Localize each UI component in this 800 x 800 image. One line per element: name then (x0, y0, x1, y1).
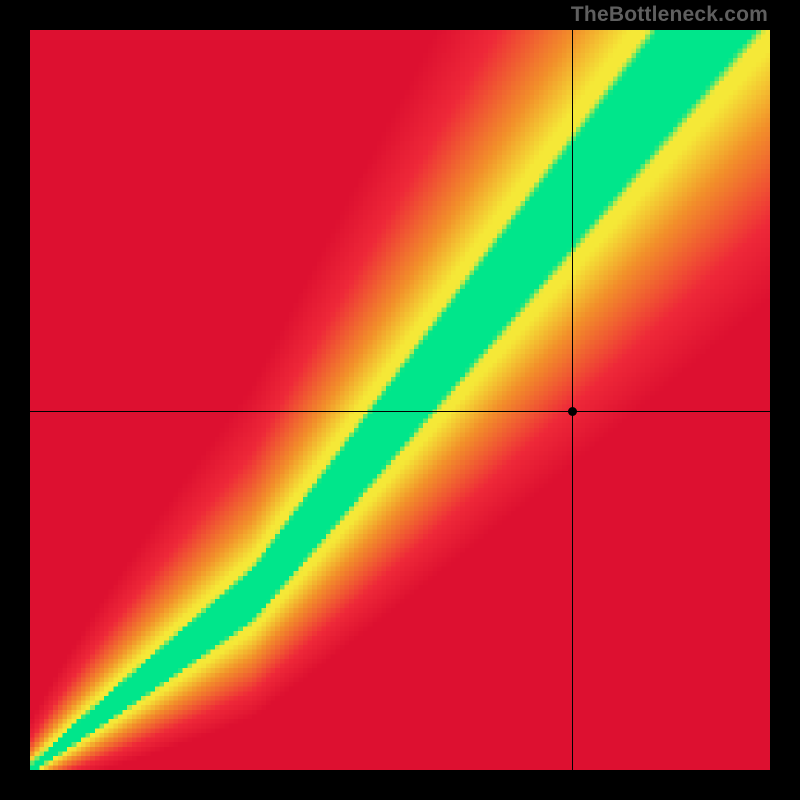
watermark-text: TheBottleneck.com (571, 3, 768, 27)
chart-container: TheBottleneck.com (0, 0, 800, 800)
heatmap-canvas (30, 30, 770, 770)
